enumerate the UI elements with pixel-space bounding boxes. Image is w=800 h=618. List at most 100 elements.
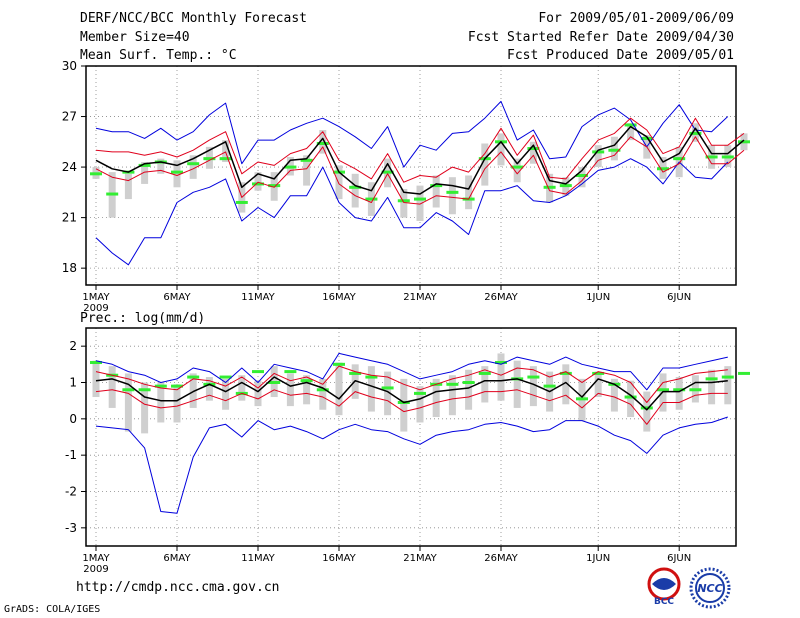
temperature-spread-box <box>303 155 311 186</box>
forecast-started-date: Fcst Started Refer Date 2009/04/30 <box>467 30 734 45</box>
precipitation-spread-box <box>432 378 440 418</box>
precipitation-xtick-label: 6JUN <box>667 553 691 564</box>
precipitation-xtick-sublabel: 2009 <box>83 564 108 575</box>
temperature-spread-box <box>124 173 132 200</box>
grads-credit: GrADS: COLA/IGES <box>4 604 101 615</box>
temperature-spread-box <box>594 145 602 168</box>
temperature-obs-marker <box>430 184 443 188</box>
precipitation-spread-box <box>724 366 732 405</box>
temperature-obs-marker <box>187 162 200 166</box>
precipitation-obs-marker <box>333 362 345 366</box>
precipitation-obs-marker <box>705 377 718 381</box>
temperature-obs-marker <box>268 184 281 188</box>
precipitation-spread-box <box>367 366 375 412</box>
temperature-ytick-label: 18 <box>62 261 77 275</box>
precipitation-obs-marker <box>446 382 459 386</box>
precipitation-spread-box <box>643 391 651 432</box>
temperature-ytick-label: 21 <box>62 211 77 225</box>
precipitation-spread-box <box>675 377 683 410</box>
precipitation-obs-marker <box>284 370 297 374</box>
temperature-obs-marker <box>365 197 378 201</box>
forecast-period: For 2009/05/01-2009/06/09 <box>538 11 734 26</box>
precipitation-spread-box <box>562 364 570 405</box>
precipitation-min-line <box>95 416 728 514</box>
precipitation-spread-box <box>513 360 521 408</box>
temperature-frame <box>85 65 737 286</box>
temperature-xtick-label: 21MAY <box>403 292 437 303</box>
member-size-label: Member Size=40 <box>80 30 190 45</box>
precipitation-obs-marker <box>689 388 702 392</box>
precipitation-ytick-label: -2 <box>65 485 77 499</box>
precipitation-obs-marker <box>721 375 734 379</box>
temperature-ytick-label: 27 <box>62 110 77 124</box>
precipitation-obs-marker <box>738 371 750 375</box>
precipitation-spread-box <box>205 377 213 401</box>
temperature-ytick-label: 30 <box>62 59 77 73</box>
temperature-obs-marker <box>527 147 540 151</box>
temperature-spread-box <box>173 160 181 188</box>
temperature-spread-box <box>222 140 230 163</box>
temperature-spread-box <box>416 185 424 221</box>
temperature-obs-marker <box>203 157 216 161</box>
precipitation-obs-marker <box>300 379 313 383</box>
temperature-obs-marker <box>511 165 524 169</box>
temperature-xtick-label: 6MAY <box>163 292 191 303</box>
temperature-obs-marker <box>235 200 248 204</box>
temperature-obs-marker <box>608 148 621 152</box>
chart-title: DERF/NCC/BCC Monthly Forecast <box>80 11 307 26</box>
temperature-obs-marker <box>252 182 264 186</box>
precipitation-frame <box>85 327 737 547</box>
precipitation-ytick-label: 1 <box>69 376 77 390</box>
source-url[interactable]: http://cmdp.ncc.cma.gov.cn <box>76 580 280 595</box>
precipitation-ytick-label: -3 <box>65 521 77 535</box>
temperature-obs-marker <box>576 174 588 177</box>
precipitation-xtick-label: 1MAY <box>82 553 110 564</box>
precipitation-xtick-label: 6MAY <box>163 553 191 564</box>
temperature-xtick-label: 11MAY <box>241 292 275 303</box>
temperature-min-line <box>95 158 729 266</box>
temperature-spread-box <box>189 155 197 179</box>
temperature-obs-marker <box>316 141 329 145</box>
temperature-obs-marker <box>414 197 426 201</box>
temperature-spread-box <box>529 141 537 164</box>
temperature-spread-box <box>432 175 440 208</box>
ncc-logo-text: NCC <box>697 582 722 595</box>
temperature-obs-marker <box>381 170 394 174</box>
temperature-xtick-label: 6JUN <box>667 292 691 303</box>
precipitation-obs-marker <box>414 391 426 395</box>
temperature-obs-marker <box>349 185 362 189</box>
precipitation-obs-marker <box>527 375 540 379</box>
precipitation-obs-marker <box>90 361 102 365</box>
precipitation-obs-marker <box>576 397 588 401</box>
precipitation-spread-box <box>238 375 246 401</box>
temperature-obs-marker <box>640 136 653 140</box>
precipitation-obs-marker <box>219 375 232 379</box>
temperature-spread-box <box>627 123 635 141</box>
precipitation-spread-box <box>92 360 100 398</box>
temperature-xtick-label: 1JUN <box>586 292 610 303</box>
ncc-logo: NCC <box>689 567 731 609</box>
precipitation-obs-marker <box>478 371 491 375</box>
precipitation-xtick-label: 11MAY <box>241 553 275 564</box>
precipitation-spread-box <box>384 371 392 416</box>
precipitation-obs-marker <box>349 371 362 375</box>
precipitation-spread-box <box>465 369 473 410</box>
precipitation-spread-box <box>189 373 197 408</box>
temperature-lower-line <box>95 136 745 205</box>
precipitation-spread-box <box>335 362 343 416</box>
precipitation-mean-line <box>95 376 728 411</box>
precipitation-obs-marker <box>624 395 637 399</box>
temperature-spread-box <box>319 130 327 154</box>
temperature-spread-box <box>254 172 262 191</box>
precipitation-spread-box <box>708 369 716 405</box>
precipitation-obs-marker <box>122 388 135 392</box>
temperature-obs-marker <box>397 199 410 203</box>
precipitation-obs-marker <box>268 381 281 384</box>
precipitation-xtick-label: 1JUN <box>586 553 610 564</box>
temperature-obs-marker <box>689 131 702 135</box>
temperature-spread-box <box>400 188 408 218</box>
temperature-max-line <box>95 100 729 168</box>
